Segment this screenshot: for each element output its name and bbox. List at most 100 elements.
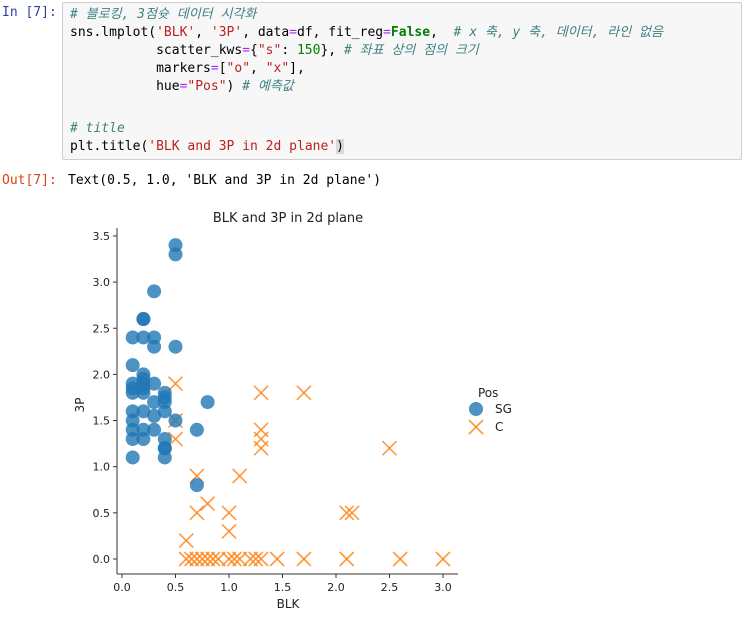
code-token: ,	[250, 61, 266, 76]
code-cell[interactable]: # 블로킹, 3점슛 데이터 시각화 sns.lmplot('BLK', '3P…	[62, 2, 742, 160]
point-c	[392, 551, 408, 567]
output-text: Text(0.5, 1.0, 'BLK and 3P in 2d plane')	[68, 173, 382, 188]
point-c	[232, 468, 248, 484]
point-c	[221, 505, 237, 521]
code-line-2: sns.lmplot('BLK', '3P', data=df, fit_reg…	[70, 24, 663, 41]
point-sg	[125, 432, 140, 447]
point-c	[183, 551, 200, 567]
point-sg	[189, 422, 204, 437]
point-c	[178, 551, 194, 567]
point-sg	[125, 330, 140, 345]
point-sg	[147, 284, 162, 299]
code-token: ,	[195, 25, 211, 40]
y-axis-label: 3P	[73, 398, 87, 413]
code-comment: # 좌표 상의 점의 크기	[343, 43, 479, 58]
point-sg	[125, 422, 140, 437]
legend-label-c: C	[495, 420, 503, 434]
code-line-1: # 블로킹, 3점슛 데이터 시각화	[70, 6, 256, 23]
point-sg	[147, 376, 162, 391]
point-c	[189, 551, 205, 567]
point-sg	[168, 238, 183, 253]
point-sg	[125, 385, 140, 400]
point-sg	[125, 450, 140, 465]
code-token: hue	[156, 79, 180, 94]
code-string: "s"	[257, 43, 282, 58]
point-sg	[147, 408, 162, 423]
point-c	[269, 551, 285, 567]
point-sg	[189, 478, 204, 493]
code-token: , data	[242, 25, 290, 40]
code-token: )	[226, 79, 243, 94]
code-comment: # 블로킹, 3점슛 데이터 시각화	[70, 7, 257, 22]
output-prompt: Out[7]:	[2, 173, 57, 188]
y-tick-label: 3.0	[93, 276, 111, 289]
x-tick-label: 2.5	[381, 581, 399, 594]
point-c	[167, 431, 184, 447]
code-string: "Pos"	[187, 79, 227, 94]
code-token: df, fit_reg	[297, 25, 384, 40]
point-sg	[125, 413, 140, 428]
legend-marker-c	[468, 419, 484, 435]
point-c	[253, 422, 269, 438]
point-sg	[136, 376, 151, 391]
x-tick-label: 3.0	[434, 581, 452, 594]
point-sg	[157, 390, 172, 405]
point-c	[296, 385, 312, 401]
point-c	[435, 551, 451, 567]
point-c	[339, 551, 355, 567]
point-sg	[147, 339, 162, 354]
code-string: 'BLK'	[156, 25, 196, 40]
point-sg	[157, 441, 172, 456]
point-sg	[168, 413, 183, 428]
point-sg	[157, 385, 172, 400]
code-operator: =	[242, 43, 251, 58]
point-c	[189, 468, 205, 484]
point-c	[178, 532, 194, 549]
point-sg	[125, 376, 140, 391]
point-sg	[136, 312, 151, 327]
point-c	[194, 551, 210, 567]
x-axis-label: BLK	[277, 597, 301, 611]
code-token: [	[218, 61, 227, 76]
point-sg	[136, 432, 151, 447]
code-string: "o"	[226, 61, 251, 76]
point-c	[167, 412, 184, 429]
point-c	[253, 551, 269, 567]
point-c	[242, 551, 258, 567]
y-tick-label: 0.5	[93, 507, 111, 520]
y-tick-label: 1.5	[93, 415, 111, 428]
code-token: :	[281, 43, 297, 58]
x-tick-label: 1.5	[274, 581, 292, 594]
point-sg	[125, 358, 140, 373]
point-sg	[157, 432, 172, 447]
point-c	[167, 376, 184, 392]
code-line-7: # title	[70, 120, 125, 137]
point-c	[221, 551, 237, 567]
code-comment: # x 축, y 축, 데이터, 라인 없음	[453, 25, 663, 40]
legend-title: Pos	[478, 386, 498, 400]
code-line-4: markers=["o", "x"],	[70, 60, 305, 77]
point-sg	[168, 247, 183, 262]
point-sg	[125, 404, 140, 419]
point-c	[253, 385, 269, 401]
point-sg	[136, 367, 151, 382]
point-c	[248, 551, 264, 567]
code-line-5: hue="Pos") # 예측값	[70, 78, 294, 95]
code-comment: # 예측값	[242, 79, 294, 94]
code-string: "x"	[265, 61, 290, 76]
point-c	[189, 505, 205, 521]
point-sg	[136, 385, 151, 400]
x-tick-label: 2.0	[327, 581, 345, 594]
legend-label-sg: SG	[495, 402, 512, 416]
code-token: ,	[430, 25, 454, 40]
point-sg	[136, 372, 151, 387]
code-operator: =	[210, 61, 219, 76]
point-sg	[147, 330, 162, 345]
point-sg	[147, 422, 162, 437]
point-sg	[125, 381, 140, 396]
point-sg	[157, 395, 172, 410]
point-c	[339, 505, 355, 521]
point-c	[221, 523, 237, 539]
point-c	[226, 551, 242, 567]
point-c	[232, 551, 248, 567]
